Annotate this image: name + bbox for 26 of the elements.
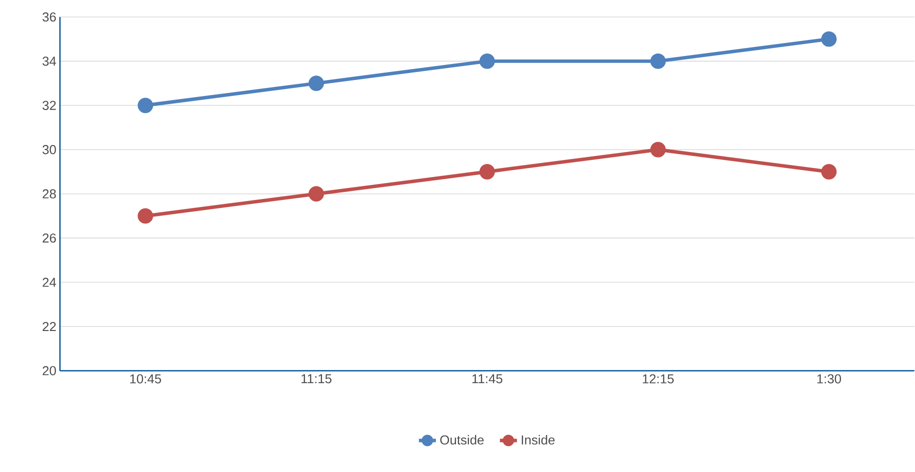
point [308,76,324,92]
point [650,142,666,158]
y-tick-label: 24 [42,278,56,287]
legend-label: Outside [440,435,484,445]
y-tick-label: 22 [42,322,56,332]
y-tick-label: 26 [42,234,56,243]
point [138,98,154,114]
point [479,164,495,180]
y-tick-label: 36 [42,12,56,22]
y-tick-label: 32 [42,101,56,110]
x-tick-label: 11:15 [302,374,332,384]
point [138,208,154,224]
y-tick-label: 20 [42,366,56,376]
point [821,164,837,180]
x-tick-label: 1:30 [817,374,842,384]
point [821,32,837,47]
x-tick-label: 10:45 [130,374,162,384]
y-tick-label: 28 [42,189,56,199]
point [650,54,666,70]
y-tick-label: 34 [42,56,56,66]
legend-label: Inside [522,435,555,445]
x-tick-label: 11:45 [472,374,502,384]
point [479,54,495,70]
point [308,186,324,202]
y-tick-label: 30 [42,145,56,154]
x-tick-label: 12:15 [642,374,674,384]
